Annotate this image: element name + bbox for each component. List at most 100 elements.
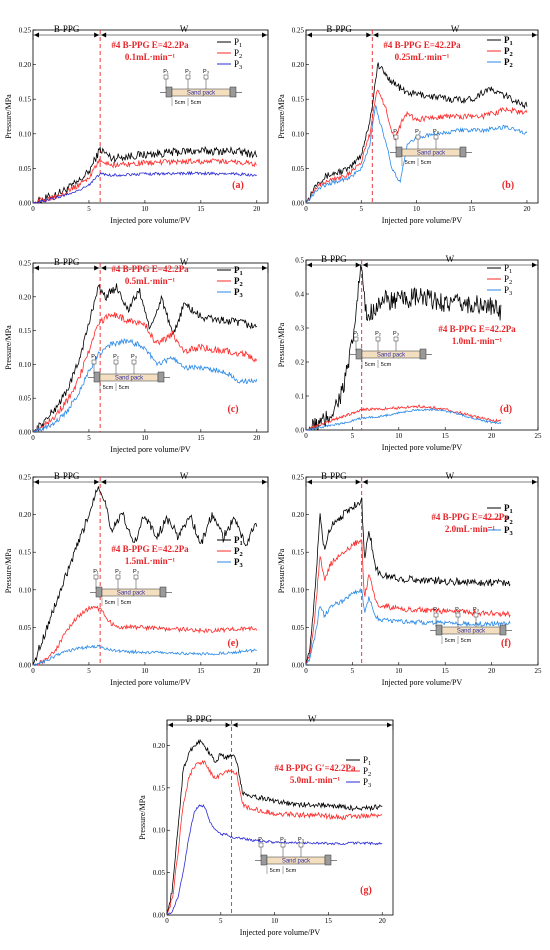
schematic-dim-label: 5cm (445, 638, 456, 644)
segment-label: W (180, 257, 189, 267)
y-tick-label: 0.20 (292, 61, 305, 69)
annotation-rate: 5.0mL·min⁻¹ (290, 775, 341, 785)
y-tick-label: 0.20 (292, 511, 305, 519)
legend-entry: P1 (234, 535, 243, 547)
chart-panel-g: 0 5 10 15 20 0.00 0.05 0.10 0.15 0.20 Injected por… (138, 714, 394, 937)
segment-arrowhead (101, 479, 107, 485)
schematic-port-label: P₃ (203, 69, 209, 75)
legend-entry: P2 (234, 276, 243, 288)
schematic-port-label: P₃ (393, 331, 399, 337)
segment-arrowhead (94, 265, 100, 271)
x-tick-label: 10 (395, 667, 403, 675)
schematic-right-cap (419, 348, 427, 360)
schematic-right-cap (324, 854, 332, 866)
y-tick-label: 0.25 (292, 474, 305, 482)
segment-arrowhead (532, 32, 537, 38)
panel-label: (f) (501, 638, 511, 649)
legend-entry: P1 (363, 755, 371, 767)
schematic-port-label: P₁ (433, 607, 439, 613)
schematic-right-cap (459, 146, 467, 158)
schematic-dim-label: 5cm (421, 160, 432, 166)
x-tick-label: 15 (442, 432, 450, 440)
y-tick-label: 0.15 (19, 327, 32, 335)
y-axis-label: Pressure/MPa (4, 94, 13, 139)
x-tick-label: 15 (325, 917, 333, 925)
y-tick-label: 0.10 (19, 361, 32, 369)
segment-arrowhead (225, 722, 231, 728)
x-tick-label: 20 (488, 667, 496, 675)
schematic-label: Sand pack (117, 591, 146, 597)
schematic-port-label: P₂ (185, 69, 191, 75)
schematic-gauge (163, 74, 169, 80)
y-tick-label: 0.20 (19, 61, 32, 69)
y-tick-label: 0.10 (292, 586, 305, 594)
segment-arrowhead (362, 262, 368, 268)
schematic-port-label: P₃ (433, 129, 439, 135)
schematic-gauge (280, 842, 286, 848)
segment-arrowhead (94, 32, 100, 38)
chart-panel-d: 0 5 10 15 20 25 0.0 0.1 0.2 0.3 0.4 0.5 Injected por… (277, 254, 542, 452)
annotation-sample: #4 B-PPG G′=42.2Pa (275, 763, 356, 773)
legend-entry: P3 (504, 285, 512, 297)
schematic-port-label: P₃ (473, 607, 479, 613)
x-axis-label: Injected pore volume/PV (110, 216, 191, 225)
segment-arrowhead (34, 32, 39, 38)
segment-arrowhead (101, 265, 107, 271)
annotation-sample: #4 B-PPG E=42.2Pa (111, 40, 189, 50)
x-tick-label: 0 (304, 205, 308, 213)
schematic-label: Sand pack (187, 91, 216, 97)
schematic-port-label: P₂ (375, 331, 381, 337)
schematic-dim-label: 5cm (286, 868, 297, 874)
y-tick-label: 0.10 (153, 827, 166, 835)
legend-entry: P1 (504, 263, 512, 275)
schematic-port-label: P₁ (393, 129, 399, 135)
y-axis-label: Pressure/MPa (277, 94, 286, 139)
schematic-port-label: P₁ (353, 331, 359, 337)
x-tick-label: 20 (523, 205, 531, 213)
y-tick-label: 0.10 (292, 130, 305, 138)
y-tick-label: 0.10 (19, 586, 32, 594)
schematic-left-cap (95, 586, 103, 598)
segment-arrowhead (307, 32, 312, 38)
x-axis-label: Injected pore volume/PV (240, 928, 321, 937)
chart-panel-e: 0 5 10 15 20 0.00 0.05 0.10 0.15 0.20 0.25 Injected… (4, 471, 269, 687)
schematic-port-label: P₃ (298, 837, 304, 843)
annotation-sample: #4 B-PPG E=42.2Pa (111, 544, 189, 554)
schematic-dim-label: 5cm (119, 385, 130, 391)
x-tick-label: 15 (197, 434, 205, 442)
schematic-label: Sand pack (377, 353, 406, 359)
segment-label: B-PPG (321, 254, 347, 264)
segment-label: B-PPG (187, 714, 213, 724)
y-tick-label: 0.15 (153, 784, 166, 792)
plot-frame (305, 476, 539, 666)
y-tick-label: 0.25 (19, 27, 32, 35)
legend-entry: P3 (234, 557, 244, 569)
x-tick-label: 5 (351, 432, 355, 440)
legend-entry: P1 (234, 37, 242, 49)
segment-arrowhead (168, 722, 173, 728)
segment-arrowhead (34, 479, 39, 485)
y-tick-label: 0.00 (153, 912, 166, 920)
plot-frame (305, 29, 539, 204)
x-tick-label: 20 (253, 434, 261, 442)
schematic-left-cap (93, 371, 101, 383)
y-tick-label: 0.15 (19, 549, 32, 557)
segment-label: W (451, 24, 460, 34)
schematic-dim-label: 5cm (103, 385, 114, 391)
panel-label: (b) (502, 180, 514, 191)
schematic-dim-label: 5cm (121, 600, 132, 606)
x-tick-label: 5 (219, 917, 223, 925)
schematic-gauge (473, 612, 479, 618)
schematic-gauge (353, 336, 359, 342)
schematic-right-cap (157, 371, 165, 383)
series-line-p2 (32, 605, 258, 666)
segment-label: W (308, 714, 317, 724)
y-axis-label: Pressure/MPa (138, 795, 147, 840)
x-tick-label: 0 (165, 917, 169, 925)
schematic-port-label: P₁ (93, 569, 99, 575)
series-line-p3 (32, 644, 257, 666)
annotation-sample: #4 B-PPG E=42.2Pa (438, 324, 516, 334)
y-tick-label: 0.00 (19, 662, 32, 670)
y-tick-label: 0.00 (292, 662, 305, 670)
segment-arrowhead (307, 262, 312, 268)
